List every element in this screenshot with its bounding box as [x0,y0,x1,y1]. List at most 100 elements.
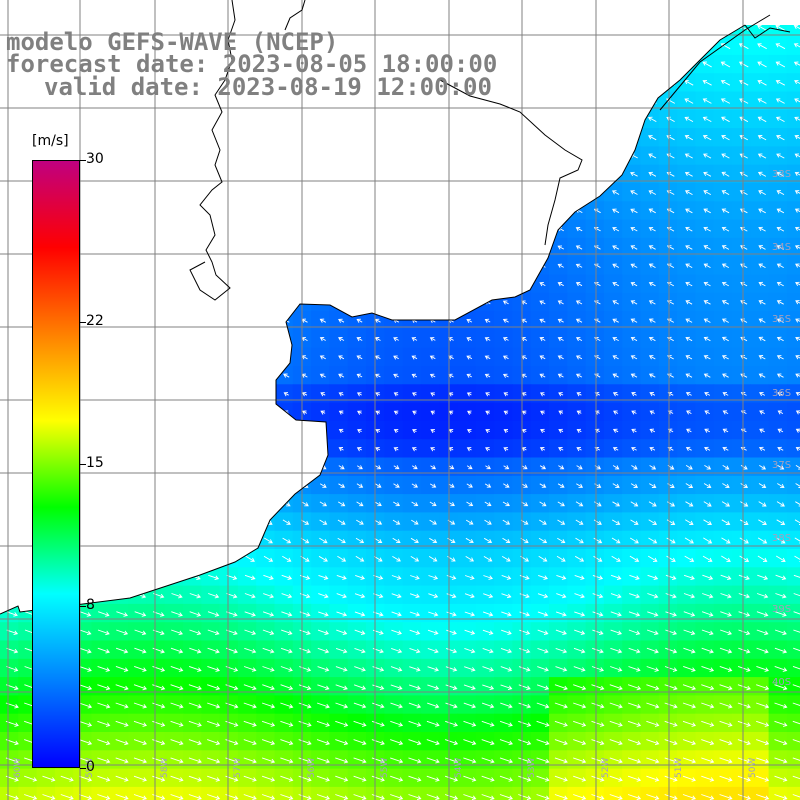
wind-arrow [190,555,201,562]
wind-arrow [117,226,126,232]
wind-arrow [8,226,16,232]
wind-arrow [630,190,638,195]
wind-arrow [411,465,418,470]
wind-arrow [408,775,422,782]
wind-arrow [519,574,530,580]
wind-arrow [719,757,733,764]
wind-arrow [172,245,181,250]
wind-arrow [484,318,491,324]
wind-arrow [737,702,751,709]
wind-arrow [243,684,257,691]
wind-arrow [426,775,440,782]
wind-arrow [758,263,766,268]
wind-arrow [356,190,363,195]
wind-arrow [702,555,713,562]
wind-arrow [721,336,729,342]
lat-label: 33S [772,169,791,180]
wind-arrow [573,702,587,709]
wind-arrow [280,739,294,746]
wind-arrow [737,775,751,782]
wind-arrow [429,245,436,250]
wind-arrow [411,337,418,342]
wind-arrow [263,593,275,599]
wind-arrow [757,555,768,562]
wind-arrow [191,501,200,507]
wind-arrow [665,629,677,636]
wind-arrow [316,794,330,800]
wind-arrow [445,702,458,709]
wind-arrow [483,537,493,544]
wind-arrow [244,629,257,636]
wind-arrow [25,98,35,104]
wind-arrow [374,373,381,378]
wind-arrow [499,775,513,782]
wind-arrow [485,410,490,415]
wind-arrow [501,25,511,31]
wind-arrow [794,245,800,250]
wind-arrow [227,190,236,195]
wind-arrow [482,647,494,654]
wind-arrow [757,98,767,104]
wind-arrow [558,392,564,397]
wind-arrow [466,355,473,360]
wind-arrow [502,318,509,323]
wind-arrow [8,208,16,214]
wind-arrow [319,208,327,213]
wind-arrow [280,775,294,782]
wind-arrow [8,501,17,507]
wind-arrow [463,702,477,709]
wind-arrow [573,720,587,727]
wind-arrow [722,391,729,397]
wind-arrow [81,281,89,287]
wind-arrow [573,684,587,691]
lon-label: 60W [13,758,23,778]
wind-arrow [775,25,786,31]
wind-arrow [685,281,693,287]
wind-arrow [426,720,440,727]
wind-arrow [80,574,92,581]
wind-arrow [794,79,800,86]
wind-arrow [702,574,714,581]
wind-arrow [97,757,111,764]
wind-arrow [702,593,714,599]
wind-arrow [574,116,584,122]
wind-arrow [97,720,111,727]
wind-arrow [372,684,385,691]
wind-arrow [591,702,605,709]
wind-arrow [319,153,327,159]
wind-arrow [665,61,676,68]
wind-arrow [228,446,235,452]
wind-arrow [283,373,290,378]
wind-arrow [117,245,126,250]
wind-arrow [774,720,788,727]
wind-arrow [647,116,657,122]
wind-arrow [8,245,16,250]
colorbar-tick-label: 0 [86,759,95,775]
wind-arrow [191,465,199,470]
wind-arrow [592,629,604,636]
wind-arrow [209,281,217,287]
wind-arrow [353,739,367,746]
wind-arrow [207,775,221,782]
wind-arrow [630,355,638,360]
wind-arrow [538,555,548,562]
wind-arrow [155,391,162,397]
wind-arrow [374,483,382,488]
wind-arrow [80,116,90,122]
wind-arrow [484,355,491,360]
wind-arrow [556,80,566,86]
wind-arrow [155,410,162,415]
wind-arrow [81,373,89,378]
wind-arrow [354,593,366,599]
wind-arrow [575,263,583,268]
longitude-labels: 60W 59W 58W 57W 56W 55W 54W 53W 52W 51W 50W [13,758,758,778]
wind-arrow [78,739,93,746]
wind-arrow [463,794,477,800]
wind-arrow [227,355,235,360]
lat-label: 39S [772,604,791,615]
wind-arrow [592,611,604,617]
wind-arrow [591,720,605,727]
wind-arrow [354,611,366,617]
wind-arrow [536,684,550,691]
wind-arrow [758,446,766,452]
